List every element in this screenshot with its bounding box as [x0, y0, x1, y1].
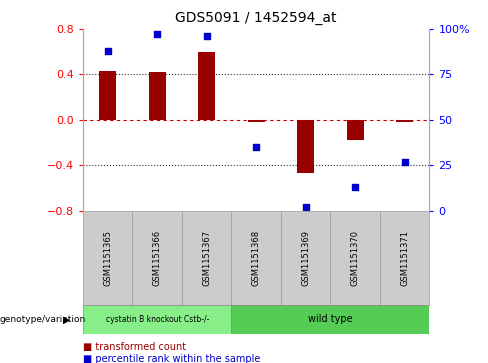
Title: GDS5091 / 1452594_at: GDS5091 / 1452594_at: [176, 11, 337, 25]
Point: [252, 144, 260, 150]
Point: [153, 32, 161, 37]
Bar: [148, 72, 166, 120]
Text: cystatin B knockout Cstb-/-: cystatin B knockout Cstb-/-: [105, 315, 209, 324]
Text: GSM1151367: GSM1151367: [202, 230, 211, 286]
Text: genotype/variation: genotype/variation: [0, 315, 86, 324]
Bar: [182, 211, 231, 305]
Bar: [231, 211, 281, 305]
Bar: [231, 305, 429, 334]
Bar: [396, 120, 413, 122]
Bar: [346, 120, 364, 140]
Bar: [330, 211, 380, 305]
Text: ▶: ▶: [63, 314, 71, 325]
Bar: [297, 120, 314, 173]
Text: GSM1151368: GSM1151368: [252, 230, 261, 286]
Bar: [132, 211, 182, 305]
Bar: [281, 211, 330, 305]
Text: ■ transformed count: ■ transformed count: [83, 342, 186, 352]
Text: GSM1151371: GSM1151371: [400, 230, 409, 286]
Point: [203, 33, 211, 39]
Text: GSM1151370: GSM1151370: [351, 230, 360, 286]
Point: [351, 184, 359, 190]
Bar: [83, 305, 231, 334]
Text: GSM1151366: GSM1151366: [153, 230, 162, 286]
Point: [302, 204, 309, 210]
Bar: [99, 71, 116, 120]
Bar: [247, 120, 265, 122]
Point: [104, 48, 112, 54]
Text: GSM1151365: GSM1151365: [103, 230, 112, 286]
Bar: [83, 211, 132, 305]
Point: [401, 159, 408, 164]
Text: GSM1151369: GSM1151369: [301, 230, 310, 286]
Bar: [380, 211, 429, 305]
Text: wild type: wild type: [308, 314, 353, 325]
Bar: [198, 52, 215, 120]
Text: ■ percentile rank within the sample: ■ percentile rank within the sample: [83, 354, 260, 363]
